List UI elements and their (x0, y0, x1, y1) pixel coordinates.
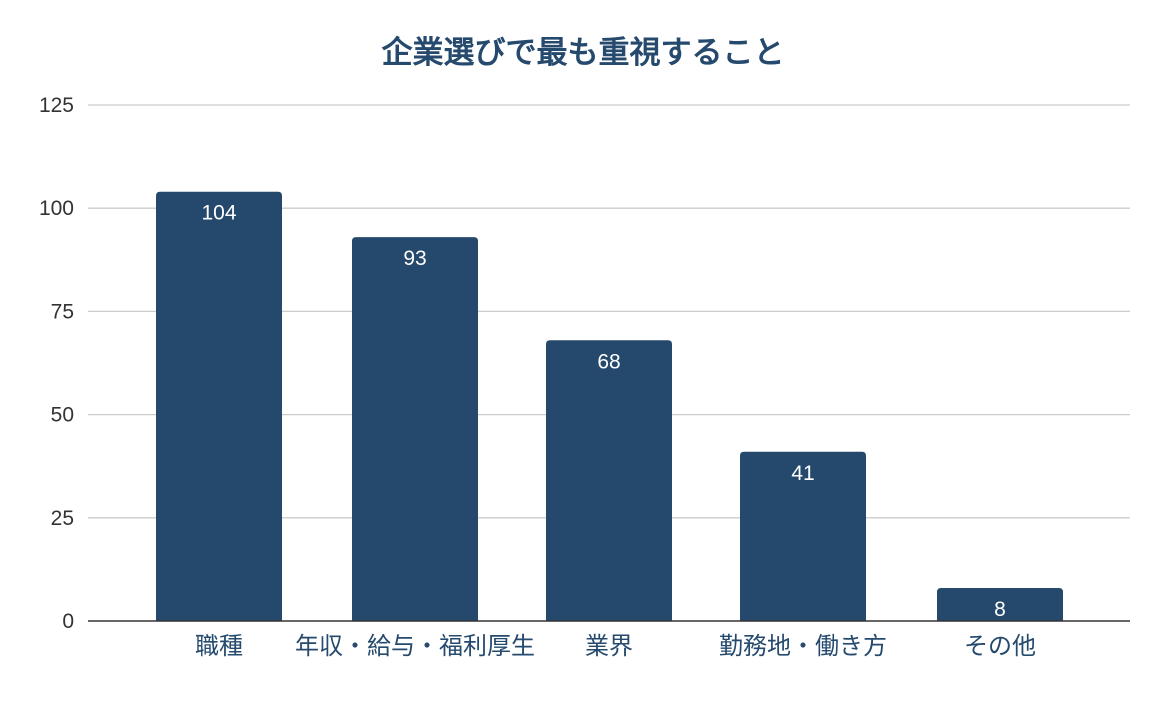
y-tick-label: 100 (39, 197, 74, 220)
bar (352, 237, 478, 621)
bar-value-label: 93 (403, 247, 426, 270)
y-tick-label: 125 (39, 94, 74, 117)
x-category-label: その他 (964, 632, 1036, 660)
y-tick-label: 0 (62, 610, 74, 633)
bar (740, 451, 866, 621)
bar (937, 587, 1063, 621)
y-tick-label: 25 (51, 507, 74, 530)
x-category-label: 職種 (195, 632, 243, 660)
y-axis-ticks: 0 25 50 75 100 125 (39, 94, 74, 633)
x-category-label: 年収・給与・福利厚生 (295, 632, 535, 660)
y-tick-label: 50 (51, 404, 74, 427)
bar-value-label: 8 (994, 598, 1006, 621)
x-category-label: 勤務地・働き方 (719, 632, 887, 660)
x-category-label: 業界 (585, 632, 633, 660)
data-labels: 104 93 68 41 8 (201, 202, 1005, 621)
bar-value-label: 41 (791, 462, 814, 485)
bar-value-label: 68 (597, 350, 620, 373)
x-axis-categories: 職種 年収・給与・福利厚生 業界 勤務地・働き方 その他 (195, 632, 1036, 660)
bar (546, 340, 672, 621)
bars (156, 191, 1063, 622)
chart-title: 企業選びで最も重視すること (382, 35, 785, 71)
bar (156, 191, 282, 622)
bar-value-label: 104 (201, 202, 236, 225)
y-tick-label: 75 (51, 300, 74, 323)
